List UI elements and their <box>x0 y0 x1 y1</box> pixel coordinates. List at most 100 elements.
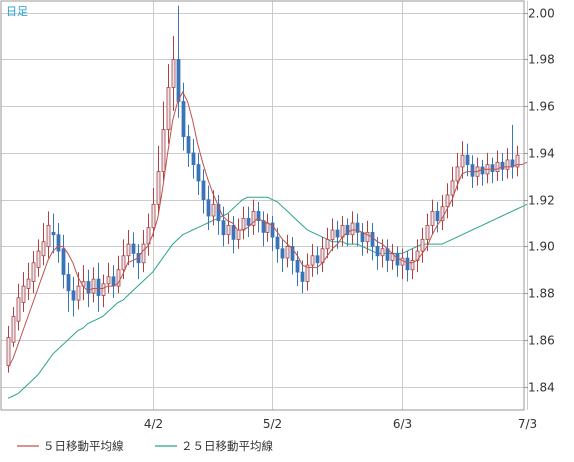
candle-up <box>211 190 216 226</box>
candle-body <box>465 154 470 166</box>
candle-body <box>265 222 270 233</box>
candle-body <box>141 243 146 264</box>
candle-body <box>256 210 261 222</box>
candle-body <box>116 269 121 287</box>
candle-body <box>86 281 91 294</box>
candle-body <box>420 238 425 252</box>
y-tick-label: 1.88 <box>528 287 555 301</box>
candle-body <box>56 234 61 252</box>
candle-up <box>126 230 131 266</box>
candle-up <box>445 183 450 219</box>
candle-up <box>166 64 171 144</box>
x-tick-label: 5/2 <box>263 417 282 431</box>
candle-up <box>41 223 46 266</box>
candle-body <box>16 297 21 322</box>
candle-down <box>96 262 101 312</box>
candle-up <box>251 199 256 235</box>
candle-down <box>435 201 440 233</box>
candle-body <box>26 278 31 289</box>
candle-down <box>465 143 470 177</box>
candle-body <box>66 274 71 292</box>
legend: ５日移動平均線 ２５日移動平均線 <box>17 439 273 453</box>
candle-body <box>101 283 106 296</box>
candle-body <box>21 285 26 303</box>
candle-body <box>425 224 430 240</box>
candle-body <box>370 231 375 247</box>
candle-body <box>355 222 360 233</box>
candle-body <box>41 241 46 257</box>
candle-up <box>161 101 166 181</box>
plot-frame <box>0 0 525 411</box>
candle-body <box>280 248 285 259</box>
y-tick-label: 1.92 <box>528 194 555 208</box>
x-tick-label: 7/3 <box>518 417 537 431</box>
candle-body <box>11 316 16 343</box>
candle-down <box>375 237 380 270</box>
candle-body <box>51 231 56 236</box>
candle-down <box>56 223 61 263</box>
candle-down <box>290 237 295 275</box>
candle-up <box>31 251 36 294</box>
candle-body <box>201 180 206 201</box>
legend-ma25-label: ２５日移動平均線 <box>181 439 273 453</box>
candle-body <box>430 210 435 226</box>
ma5-line <box>7 91 528 369</box>
candle-up <box>156 145 161 214</box>
candle-up <box>495 150 500 181</box>
candle-body <box>290 245 295 261</box>
candle-up <box>330 218 335 252</box>
y-tick-label: 1.90 <box>528 240 555 254</box>
candle-down <box>275 227 280 263</box>
candle-down <box>300 260 305 294</box>
candle-up <box>151 187 156 238</box>
candle-body <box>186 136 191 154</box>
candle-body <box>206 199 211 217</box>
candle-up <box>420 227 425 263</box>
candle-down <box>315 246 320 275</box>
period-label: 日足 <box>6 5 28 18</box>
ma5-layer <box>7 91 528 369</box>
candle-body <box>375 245 380 257</box>
candle-down <box>201 169 206 214</box>
candle-body <box>490 164 495 173</box>
candle-body <box>216 203 221 222</box>
candle-body <box>440 206 445 222</box>
candle-body <box>455 166 460 182</box>
candle-body <box>231 224 236 240</box>
candle-down <box>246 206 251 238</box>
candle-body <box>380 248 385 257</box>
candle-body <box>161 129 166 173</box>
candle-body <box>131 243 136 254</box>
candle-up <box>36 239 41 277</box>
candle-body <box>71 290 76 301</box>
y-axis: 2.00 1.98 1.96 1.94 1.92 1.90 1.88 1.86 1.84 <box>524 7 555 395</box>
candle-body <box>251 210 256 226</box>
candle-body <box>495 161 500 173</box>
candle-up <box>21 272 26 312</box>
candle-body <box>126 243 131 257</box>
candle-body <box>241 217 246 231</box>
candle-up <box>350 211 355 245</box>
candle-body <box>121 255 126 271</box>
candle-up <box>460 141 465 179</box>
candle-down <box>206 185 211 231</box>
y-tick-label: 2.00 <box>528 7 555 21</box>
candle-up <box>11 307 16 347</box>
y-tick-label: 1.86 <box>528 334 555 348</box>
candle-down <box>231 216 236 254</box>
candle-body <box>515 154 520 168</box>
candle-body <box>405 257 410 271</box>
candle-body <box>151 203 156 229</box>
candle-body <box>275 236 280 250</box>
candle-up <box>505 148 510 179</box>
candle-body <box>221 220 226 236</box>
candle-body <box>196 164 201 182</box>
y-tick-label: 1.84 <box>528 381 555 395</box>
ma25-layer <box>7 196 528 399</box>
candle-body <box>226 224 231 236</box>
candle-body <box>285 245 290 259</box>
grid-lines <box>1 1 528 410</box>
y-tick-label: 1.98 <box>528 53 555 67</box>
candle-up <box>226 213 231 245</box>
